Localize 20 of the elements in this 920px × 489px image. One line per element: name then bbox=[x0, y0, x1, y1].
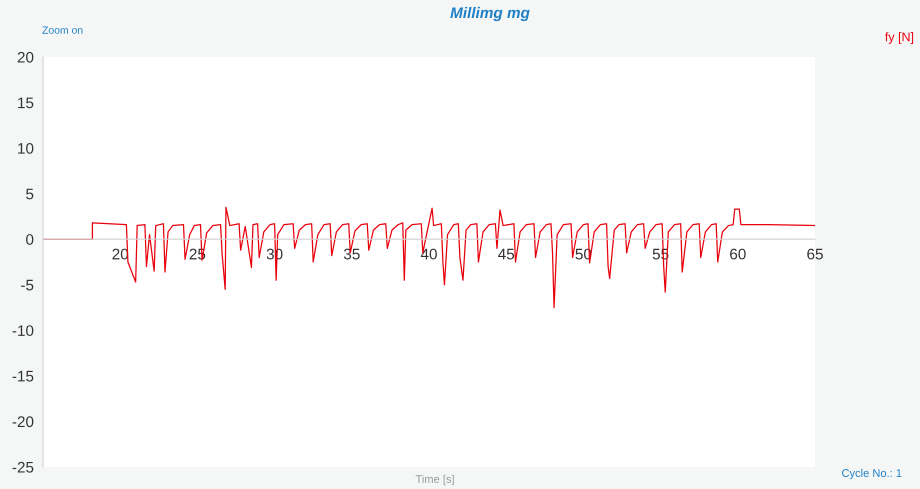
x-tick-label: 35 bbox=[344, 248, 360, 260]
y-tick-label: 15 bbox=[18, 98, 34, 108]
chart-title: Millimg mg bbox=[450, 6, 530, 22]
x-tick-label: 60 bbox=[730, 248, 746, 260]
y-tick-label: 10 bbox=[18, 142, 34, 154]
y-tick-label: -10 bbox=[12, 325, 34, 336]
x-tick-label: 45 bbox=[498, 248, 514, 260]
y-tick-label: -25 bbox=[12, 462, 34, 473]
x-tick-label: 65 bbox=[807, 248, 823, 260]
y-tick-label: 5 bbox=[26, 188, 34, 200]
y-tick-label: 20 bbox=[18, 52, 34, 63]
y-tick-label: -15 bbox=[12, 370, 34, 382]
y-tick-label: 0 bbox=[26, 234, 34, 245]
y-tick-label: -20 bbox=[12, 416, 34, 428]
x-tick-label: 40 bbox=[420, 248, 437, 260]
y-tick-label: -5 bbox=[21, 280, 34, 290]
text: Zoom on bbox=[42, 26, 82, 34]
text: fy [N] bbox=[885, 32, 914, 44]
text: Cycle No.: 1 bbox=[842, 468, 902, 480]
x-axis-title: Time [s] bbox=[416, 474, 454, 486]
